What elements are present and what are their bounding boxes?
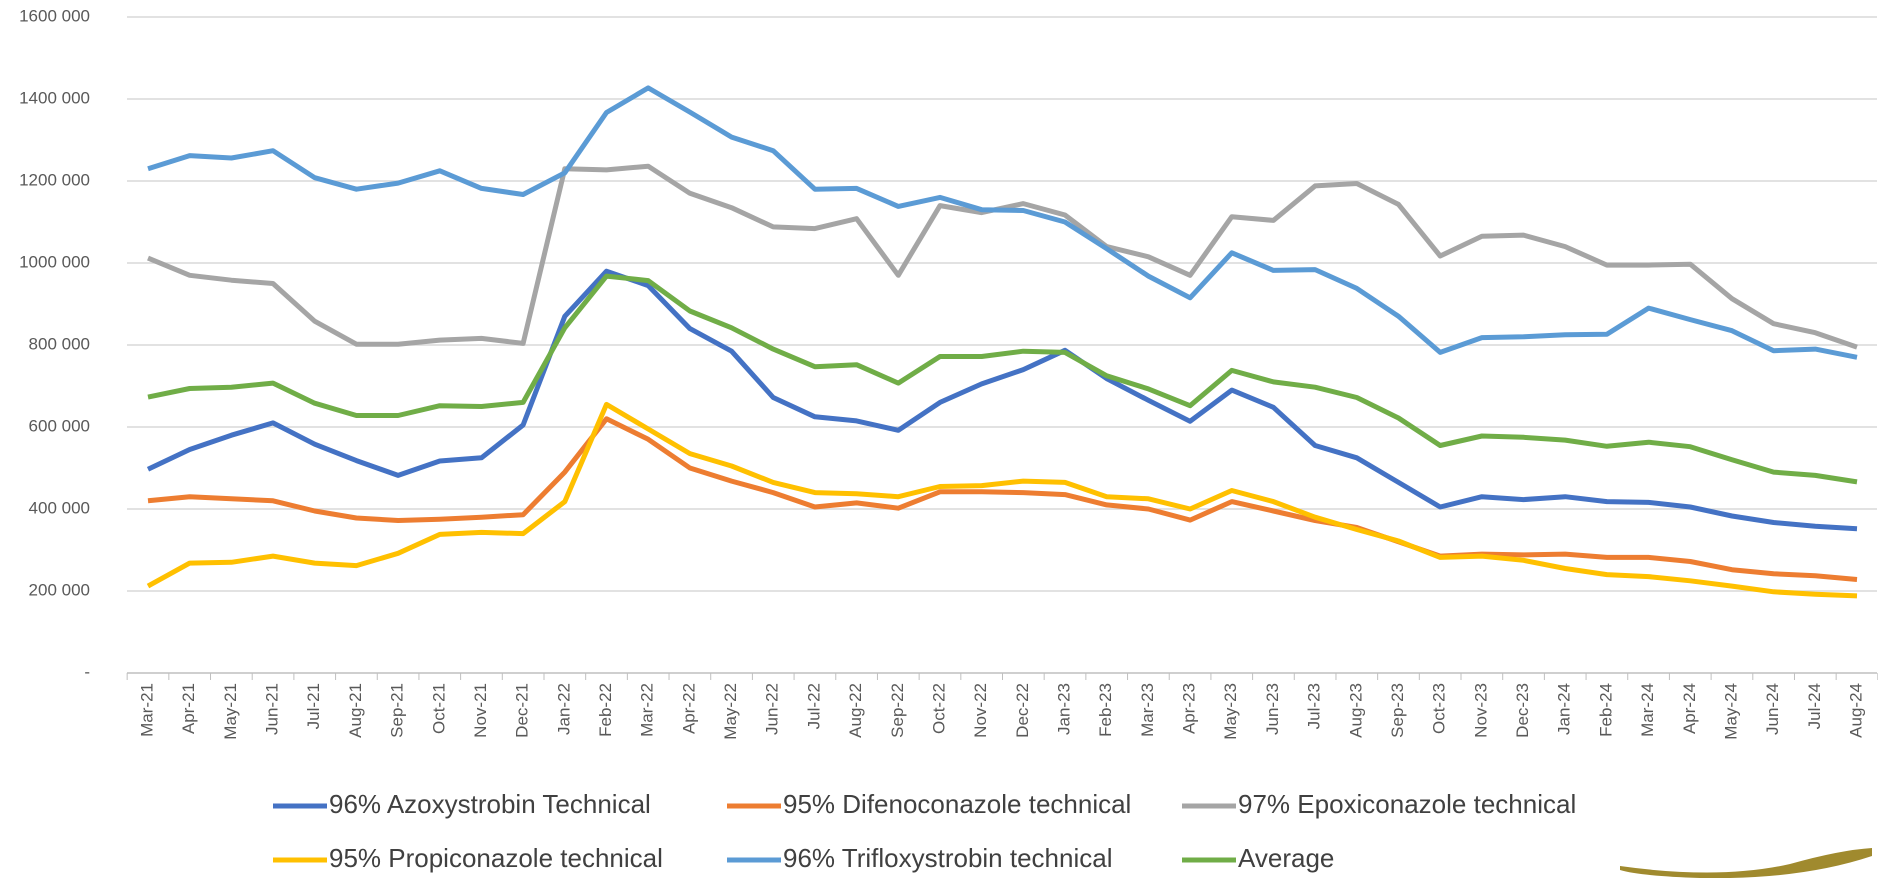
x-tick-label: Nov-22 (971, 683, 990, 738)
legend-label: 97% Epoxiconazole technical (1238, 789, 1576, 819)
x-tick-label: Sep-22 (888, 683, 907, 738)
y-tick-label: 600 000 (29, 416, 90, 435)
x-tick-label: May-24 (1721, 683, 1740, 740)
x-tick-label: May-23 (1221, 683, 1240, 740)
x-tick-label: May-21 (221, 683, 240, 740)
x-tick-label: Mar-24 (1638, 683, 1657, 737)
x-tick-label: Dec-21 (513, 683, 532, 738)
legend-label: 95% Difenoconazole technical (783, 789, 1131, 819)
x-tick-label: Jul-24 (1805, 683, 1824, 729)
x-tick-label: Mar-23 (1138, 683, 1157, 737)
y-tick-label: 400 000 (29, 498, 90, 517)
series-line (147, 416, 1858, 582)
x-tick-label: Jun-23 (1263, 683, 1282, 735)
x-tick-label: Apr-24 (1680, 683, 1699, 734)
x-tick-label: Apr-23 (1180, 683, 1199, 734)
x-tick-label: Jul-22 (804, 683, 823, 729)
x-tick-label: Aug-22 (846, 683, 865, 738)
decoration (1620, 848, 1872, 878)
y-tick-label: 1200 000 (19, 170, 90, 189)
legend-label: 96% Trifloxystrobin technical (783, 843, 1112, 873)
x-tick-label: Jan-22 (554, 683, 573, 735)
y-tick-label: 200 000 (29, 580, 90, 599)
x-tick-label: Jun-21 (263, 683, 282, 735)
legend-label: 95% Propiconazole technical (329, 843, 663, 873)
x-tick-label: Apr-21 (179, 683, 198, 734)
x-tick-label: Jan-23 (1055, 683, 1074, 735)
series-line (147, 85, 1858, 360)
y-tick-label: 1000 000 (19, 252, 90, 271)
x-tick-label: Mar-21 (137, 683, 156, 737)
x-tick-label: Nov-21 (471, 683, 490, 738)
x-tick-label: Jul-21 (304, 683, 323, 729)
x-tick-label: Nov-23 (1471, 683, 1490, 738)
x-tick-label: Jul-23 (1305, 683, 1324, 729)
series-line (146, 401, 1858, 599)
x-tick-label: Dec-23 (1513, 683, 1532, 738)
series-line (147, 163, 1858, 350)
x-tick-label: Oct-22 (929, 683, 948, 734)
y-tick-label: - (84, 662, 90, 681)
x-tick-label: Feb-24 (1596, 683, 1615, 737)
x-tick-label: Feb-22 (596, 683, 615, 737)
x-tick-label: Jun-22 (763, 683, 782, 735)
x-tick-label: Mar-22 (638, 683, 657, 737)
x-tick-label: Aug-23 (1346, 683, 1365, 738)
x-tick-label: Sep-21 (388, 683, 407, 738)
x-tick-label: May-22 (721, 683, 740, 740)
x-tick-label: Jun-24 (1763, 683, 1782, 735)
x-tick-label: Apr-22 (679, 683, 698, 734)
x-tick-label: Feb-23 (1096, 683, 1115, 737)
legend-label: 96% Azoxystrobin Technical (329, 789, 651, 819)
x-tick-label: Oct-23 (1430, 683, 1449, 734)
x-tick-label: Oct-21 (429, 683, 448, 734)
y-tick-label: 1600 000 (19, 6, 90, 25)
series-line (147, 273, 1858, 485)
x-tick-label: Dec-22 (1013, 683, 1032, 738)
x-tick-label: Jan-24 (1555, 683, 1574, 735)
legend-label: Average (1238, 843, 1334, 873)
series-line (146, 268, 1858, 532)
x-tick-label: Aug-24 (1846, 683, 1865, 738)
y-tick-label: 1400 000 (19, 88, 90, 107)
x-tick-label: Aug-21 (346, 683, 365, 738)
y-tick-label: 800 000 (29, 334, 90, 353)
x-tick-label: Sep-23 (1388, 683, 1407, 738)
